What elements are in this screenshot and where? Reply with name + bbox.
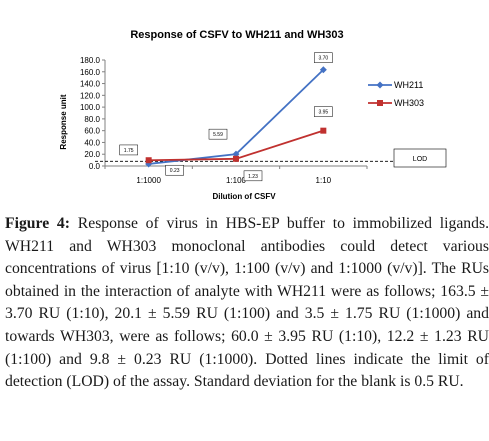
error-label-box [243,170,263,182]
y-tick-label: 120.0 [80,91,101,100]
y-tick-label: 100.0 [80,103,101,112]
x-tick-label: 1:100 [226,176,247,185]
error-label: 0.23 [170,168,180,174]
lod-group: LOD [95,148,447,168]
chart-canvas: Response of CSFV to WH211 and WH303 Resp… [59,29,447,201]
y-tick-label: 0.0 [89,162,101,171]
y-tick-label: 40.0 [84,138,100,147]
error-label-box [165,164,184,176]
legend-label-WH211: WH211 [394,80,423,90]
y-tick-label: 140.0 [80,80,101,89]
error-label: 1.23 [248,174,258,180]
x-axis-label: Dilution of CSFV [212,192,276,201]
figure-caption: Figure 4: Response of virus in HBS-EP bu… [5,213,489,394]
error-label-box [119,144,138,156]
legend: WH211 WH303 [368,80,424,108]
error-label-box [208,128,228,140]
lod-label: LOD [413,156,427,163]
error-label: 5.59 [213,132,223,138]
y-tick-label: 80.0 [84,115,100,124]
error-label-box [314,106,333,117]
y-tick-label: 20.0 [84,150,100,159]
data-point-WH303 [145,157,152,164]
y-tick-label: 160.0 [80,68,101,77]
chart-title: Response of CSFV to WH211 and WH303 [130,29,343,41]
legend-label-WH303: WH303 [394,98,424,108]
y-tick-label: 180.0 [80,56,101,65]
error-label: 1.75 [124,148,134,154]
legend-marker-WH303 [377,100,383,106]
y-axis-label: Response unit [59,94,68,149]
lod-box [393,148,447,168]
error-label: 3.70 [318,56,328,62]
data-point-WH303 [320,127,327,134]
series-line-WH211 [148,69,324,165]
axes: 0.0 20.0 40.0 60.0 80.0 100.0 120.0 140.0 160.0 1… [80,56,368,185]
series-group: 1.75 5.59 3.70 0.23 1.23 3.95 [119,52,333,182]
x-tick-label: 1:10 [316,176,332,185]
error-label-box [314,52,333,63]
data-point-WH211 [319,66,327,74]
data-point-WH303 [233,155,239,162]
legend-marker-WH211 [376,81,384,89]
error-label: 3.95 [318,110,328,116]
y-tick-label: 60.0 [84,127,100,136]
chart: Response of CSFV to WH211 and WH303 Resp… [0,0,489,205]
caption-label: Figure 4: [5,215,70,232]
caption-text: Response of virus in HBS-EP buffer to im… [5,215,489,391]
x-tick-label: 1:1000 [136,176,161,185]
